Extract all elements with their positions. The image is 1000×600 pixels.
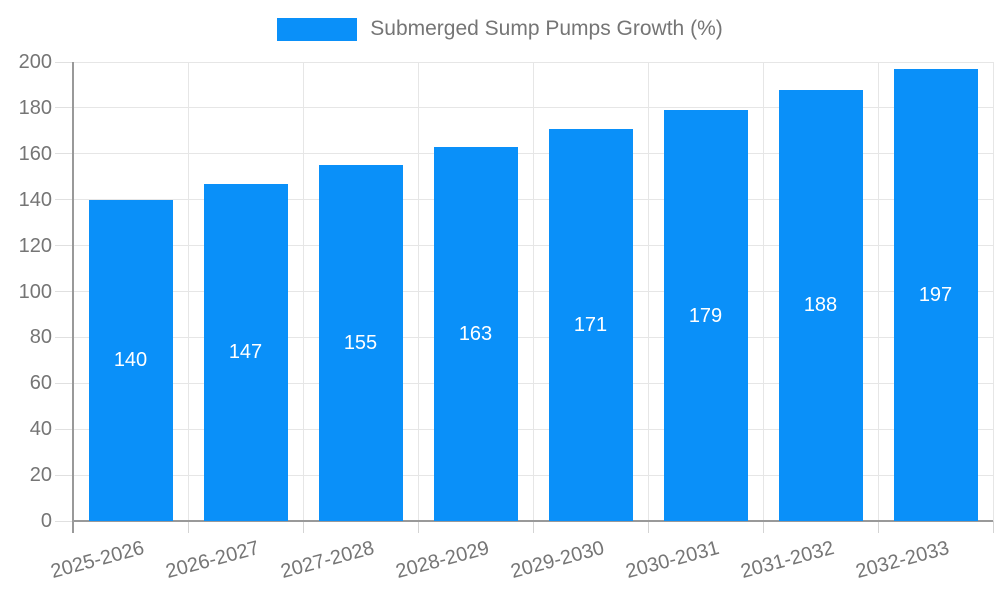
y-axis-tick: [55, 291, 73, 292]
bar-value-label: 155: [343, 332, 378, 355]
y-axis-tick-label: 140: [18, 188, 52, 211]
y-axis-tick: [55, 336, 73, 338]
y-axis-tick: [55, 520, 73, 522]
x-axis-line: [73, 520, 993, 522]
x-axis-label: 2029-2030: [508, 536, 607, 583]
y-axis-tick-label: 200: [18, 51, 52, 73]
bar-value-label: 188: [803, 294, 838, 317]
bar[interactable]: [893, 68, 978, 521]
bar[interactable]: [663, 110, 748, 521]
y-axis-tick-label: 160: [18, 142, 52, 165]
y-axis-tick-label: 120: [18, 234, 52, 257]
y-axis-tick-label: 100: [18, 280, 52, 303]
y-axis-tick: [55, 61, 73, 63]
v-gridline: [877, 62, 879, 521]
x-axis-tick: [877, 521, 879, 533]
bar[interactable]: [88, 199, 173, 521]
x-axis-tick: [992, 521, 994, 533]
bar[interactable]: [548, 128, 633, 521]
x-axis-tick: [417, 521, 419, 533]
legend-swatch-icon: [277, 17, 358, 41]
x-axis-tick: [532, 521, 534, 533]
y-axis-tick: [55, 245, 73, 247]
bar-value-label: 197: [918, 283, 953, 306]
x-axis-label: 2025-2026: [48, 536, 147, 583]
y-axis-line: [72, 62, 74, 533]
y-axis-tick: [55, 382, 73, 384]
v-gridline: [992, 62, 994, 521]
y-axis-tick: [55, 107, 73, 109]
y-axis-tick: [55, 428, 73, 430]
v-gridline: [187, 62, 189, 521]
bar-value-label: 163: [458, 322, 493, 345]
bar[interactable]: [203, 183, 288, 521]
x-axis-label: 2031-2032: [738, 536, 837, 583]
x-axis-tick: [647, 521, 649, 533]
bar[interactable]: [433, 146, 518, 521]
x-axis-label: 2027-2028: [278, 536, 377, 583]
y-axis-tick-label: 20: [29, 464, 52, 487]
bar[interactable]: [318, 165, 403, 521]
v-gridline: [417, 62, 419, 521]
x-axis-tick: [302, 521, 304, 533]
bar-value-label: 147: [228, 341, 263, 364]
y-axis-tick: [55, 153, 73, 155]
bar-value-label: 179: [688, 304, 723, 327]
v-gridline: [302, 62, 304, 521]
v-gridline: [762, 62, 764, 521]
bar-value-label: 171: [573, 313, 608, 336]
y-axis-tick-label: 40: [29, 418, 52, 441]
x-axis-label: 2030-2031: [623, 536, 722, 583]
v-gridline: [532, 62, 534, 521]
x-axis-label: 2026-2027: [163, 536, 262, 583]
y-axis-tick-label: 80: [29, 326, 52, 349]
bar[interactable]: [778, 89, 863, 521]
y-axis-tick: [55, 199, 73, 201]
x-axis-tick: [762, 521, 764, 533]
y-axis-tick: [55, 474, 73, 476]
x-axis-label: 2028-2029: [393, 536, 492, 583]
x-axis-tick: [187, 521, 189, 533]
bar-value-label: 140: [113, 349, 148, 372]
y-axis-tick-label: 0: [40, 510, 52, 532]
v-gridline: [647, 62, 649, 521]
y-axis-tick-label: 180: [18, 96, 52, 119]
x-axis-label: 2032-2033: [853, 536, 952, 583]
legend-label: Submerged Sump Pumps Growth (%): [370, 17, 723, 40]
legend[interactable]: Submerged Sump Pumps Growth (%): [0, 17, 1000, 41]
y-axis-tick-label: 60: [29, 372, 52, 395]
